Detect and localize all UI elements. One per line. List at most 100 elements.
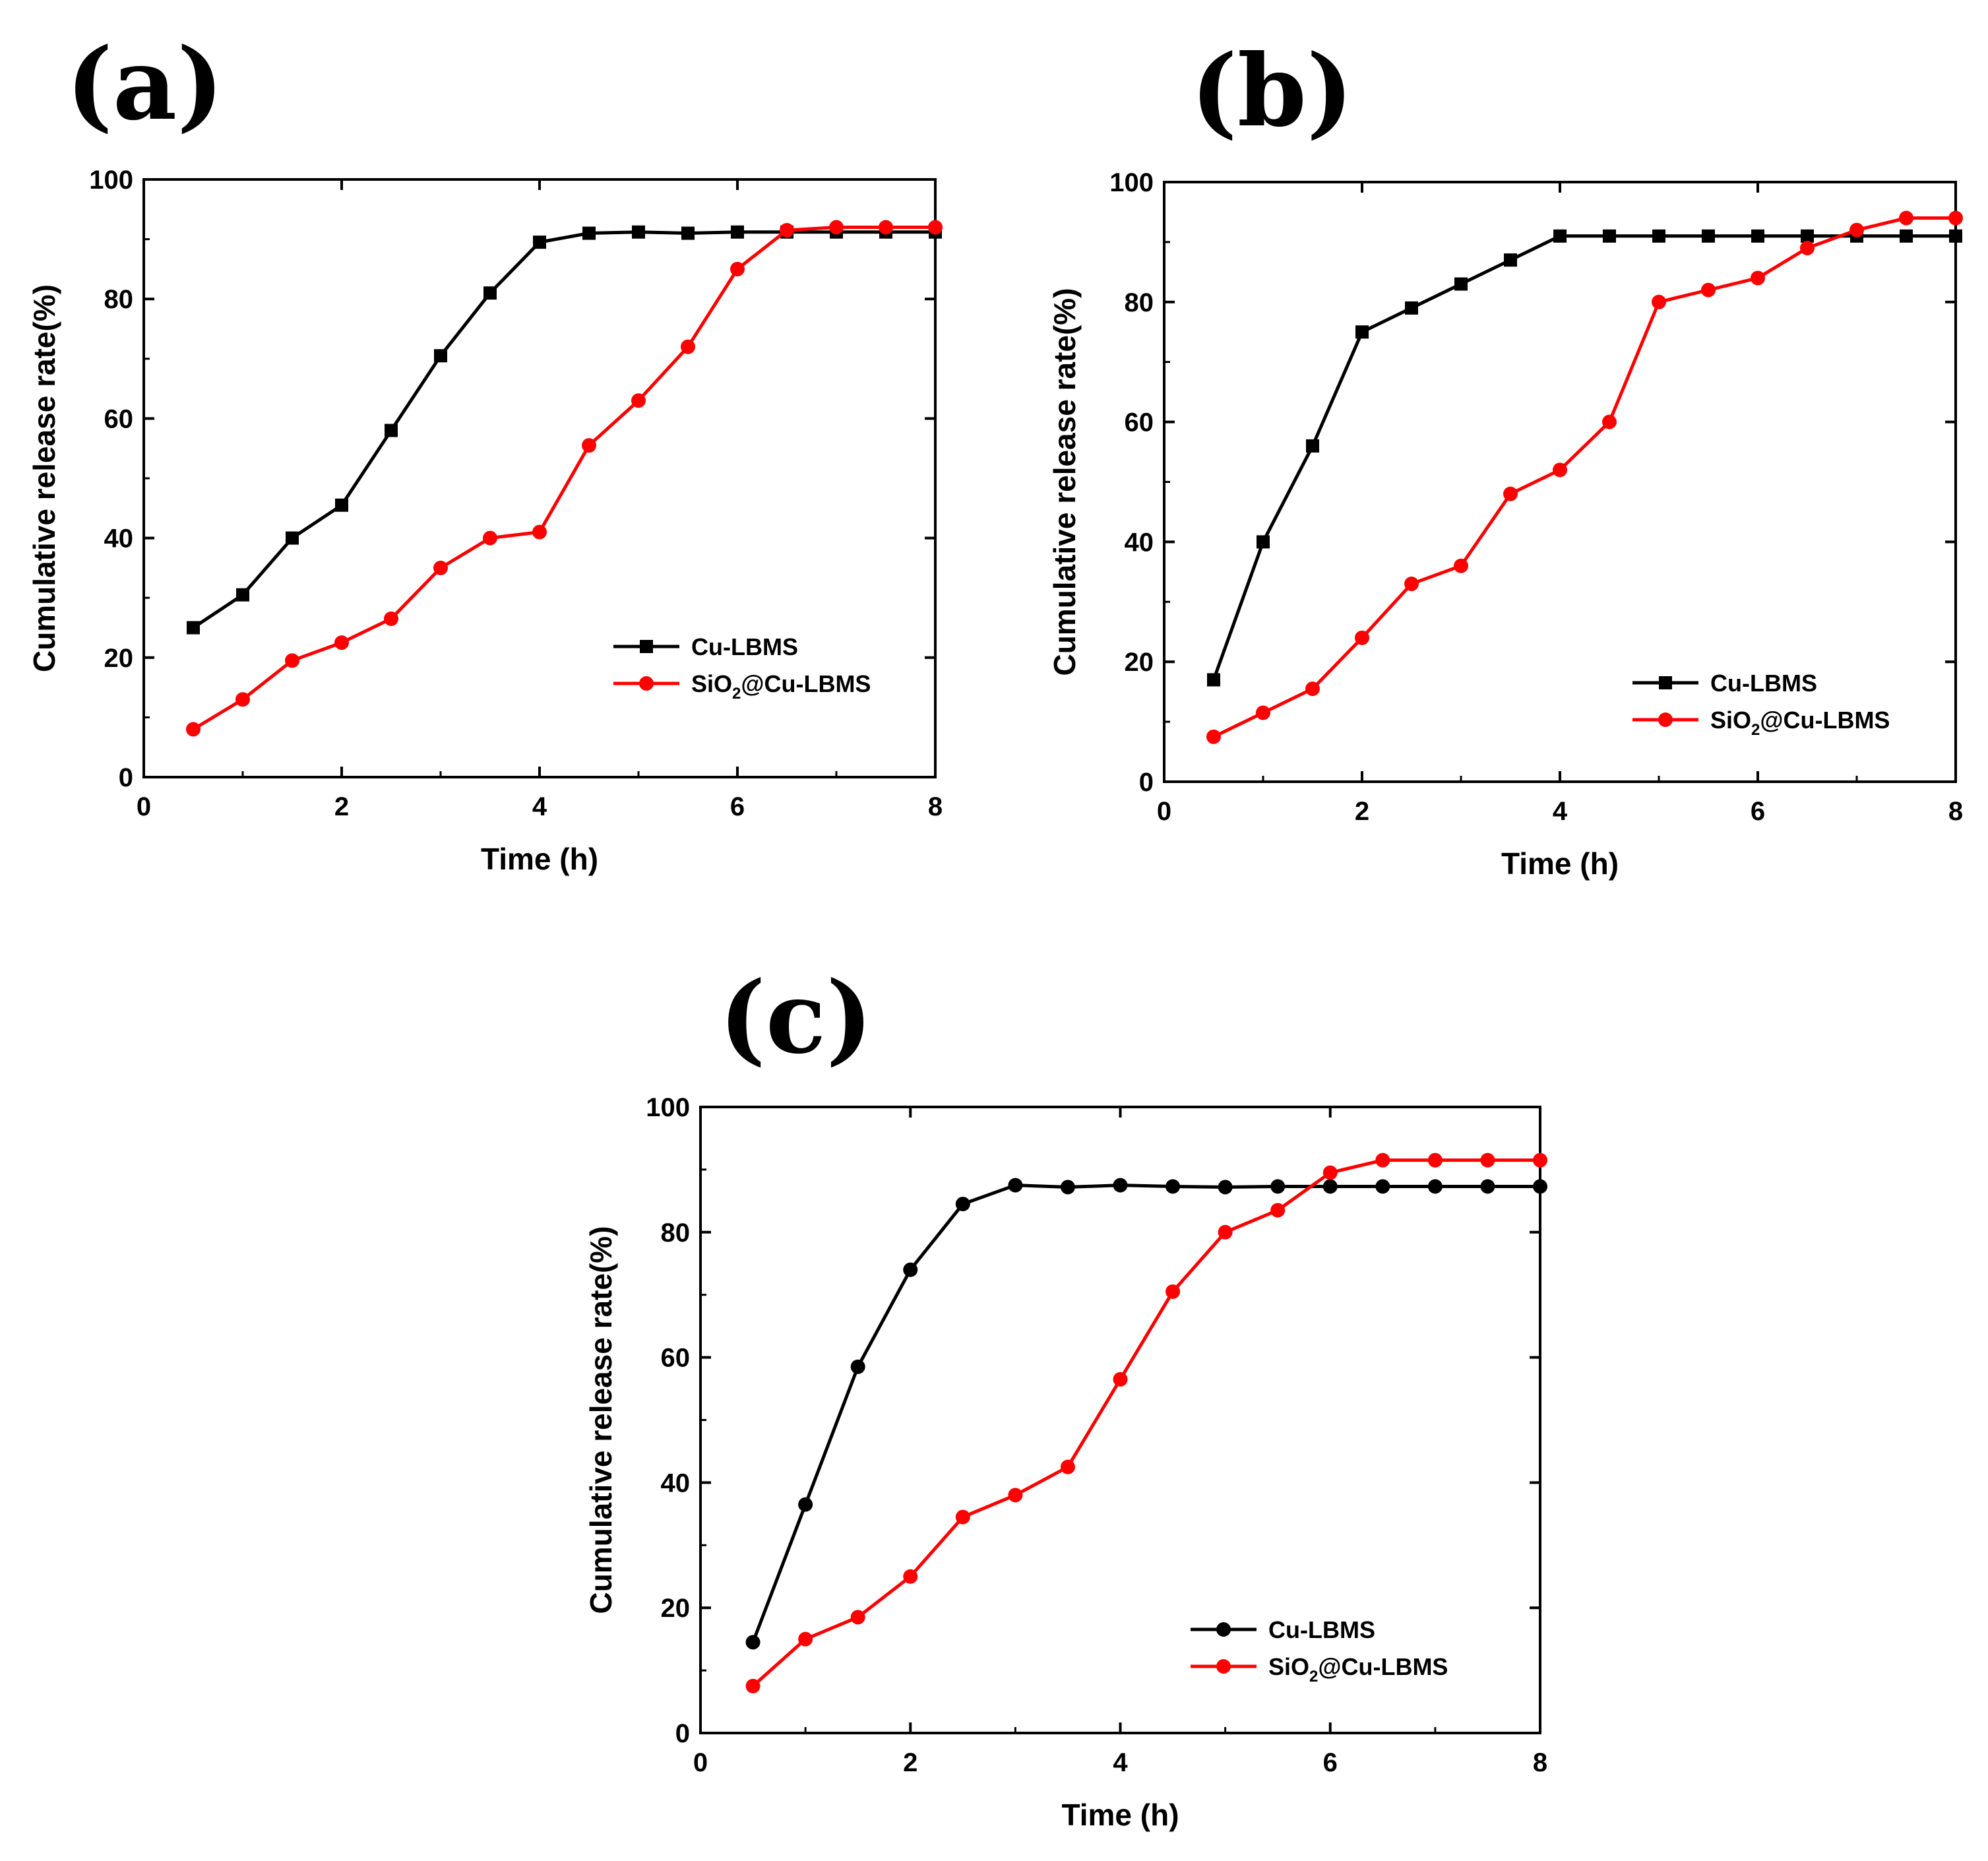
x-tick-label: 6 (1323, 1748, 1338, 1777)
y-tick-label: 60 (104, 404, 134, 433)
data-point (1553, 229, 1567, 243)
data-point (798, 1497, 813, 1512)
y-tick-label: 100 (646, 1093, 690, 1122)
x-tick-label: 0 (1157, 797, 1171, 826)
legend-label: SiO2@Cu-LBMS (1268, 1653, 1448, 1686)
x-tick-label: 0 (693, 1748, 708, 1777)
data-point (1480, 1152, 1495, 1168)
legend: Cu-LBMS SiO2@Cu-LBMS (1191, 1616, 1448, 1686)
legend-label: Cu-LBMS (1268, 1616, 1375, 1643)
series-sio2-cu-lbms (186, 220, 943, 737)
x-tick-label: 4 (532, 792, 547, 821)
data-point (1165, 1284, 1181, 1299)
data-point (1257, 535, 1270, 549)
data-point (286, 531, 299, 545)
data-point (850, 1610, 865, 1625)
data-point (631, 393, 646, 408)
data-point (1165, 1179, 1181, 1194)
data-point (681, 226, 695, 240)
legend-label-subscript: 2 (1309, 1668, 1318, 1686)
legend-label: Cu-LBMS (1710, 670, 1817, 697)
data-point (1113, 1372, 1128, 1387)
y-axis-title: Cumulative release rate(%) (27, 284, 61, 672)
x-tick-label: 8 (1948, 797, 1963, 826)
y-tick-label: 60 (661, 1344, 691, 1373)
data-point (1603, 229, 1616, 243)
x-axis-title: Time (h) (1061, 1798, 1179, 1832)
y-tick-label: 40 (104, 524, 134, 553)
legend-label-main: SiO (691, 670, 732, 697)
data-point (829, 220, 844, 235)
legend-marker (640, 640, 653, 653)
data-point (384, 611, 398, 626)
data-point (1454, 558, 1468, 573)
legend-label-subscript: 2 (1751, 721, 1760, 739)
legend-marker (1658, 712, 1673, 727)
data-point (1256, 705, 1270, 720)
data-point (731, 225, 744, 239)
data-point (1801, 229, 1814, 243)
data-point (1849, 222, 1864, 237)
legend-label-main: SiO (1710, 707, 1751, 734)
data-point (1270, 1203, 1286, 1218)
data-point (1405, 301, 1418, 315)
data-point (187, 621, 200, 635)
data-point (1480, 1179, 1495, 1194)
data-point (1207, 673, 1220, 687)
data-point (879, 220, 893, 235)
data-point (780, 223, 794, 238)
y-tick-label: 0 (675, 1719, 690, 1748)
data-point (903, 1262, 918, 1277)
data-point (1504, 253, 1517, 267)
data-point (745, 1635, 761, 1650)
data-point (433, 560, 448, 575)
data-point (1113, 1178, 1128, 1193)
data-point (1322, 1179, 1338, 1194)
data-point (236, 588, 249, 602)
data-point (186, 722, 201, 737)
data-point (483, 530, 497, 546)
legend-label-main: Cu-LBMS (1710, 670, 1817, 697)
data-point (903, 1569, 918, 1584)
series-cu-lbms (745, 1178, 1547, 1650)
x-tick-label: 4 (1553, 797, 1568, 826)
legend-label-rest: @Cu-LBMS (1760, 707, 1890, 734)
data-point (335, 498, 348, 512)
y-tick-label: 20 (1125, 648, 1154, 677)
legend-label-main: Cu-LBMS (691, 633, 798, 660)
data-point (1652, 229, 1665, 243)
data-point (235, 692, 250, 707)
data-point (1948, 210, 1963, 226)
data-point (1322, 1165, 1338, 1180)
x-tick-label: 4 (1113, 1748, 1128, 1777)
data-point (1270, 1179, 1286, 1194)
data-point (1454, 277, 1468, 291)
data-point (533, 236, 546, 249)
plot-frame (1163, 181, 1957, 783)
y-axis-title: Cumulative release rate(%) (1047, 288, 1082, 676)
data-point (532, 524, 547, 540)
data-point (1206, 729, 1221, 744)
legend: Cu-LBMS SiO2@Cu-LBMS (613, 633, 871, 703)
legend-marker (1659, 676, 1672, 689)
legend-marker (1216, 1659, 1231, 1674)
data-point (1306, 439, 1319, 453)
data-point (385, 424, 398, 437)
data-point (1355, 325, 1369, 339)
data-point (1404, 577, 1419, 592)
legend-label-rest: @Cu-LBMS (1318, 1653, 1448, 1680)
data-point (1949, 229, 1962, 243)
legend-label: Cu-LBMS (691, 633, 798, 660)
data-point (1602, 414, 1617, 429)
data-point (582, 226, 596, 240)
data-point (1533, 1179, 1547, 1194)
data-point (1503, 486, 1518, 501)
data-point (285, 653, 299, 668)
y-tick-label: 40 (661, 1468, 691, 1498)
data-point (1008, 1488, 1023, 1503)
data-point (1701, 282, 1716, 298)
x-tick-label: 2 (1355, 797, 1369, 826)
data-point (850, 1359, 865, 1374)
